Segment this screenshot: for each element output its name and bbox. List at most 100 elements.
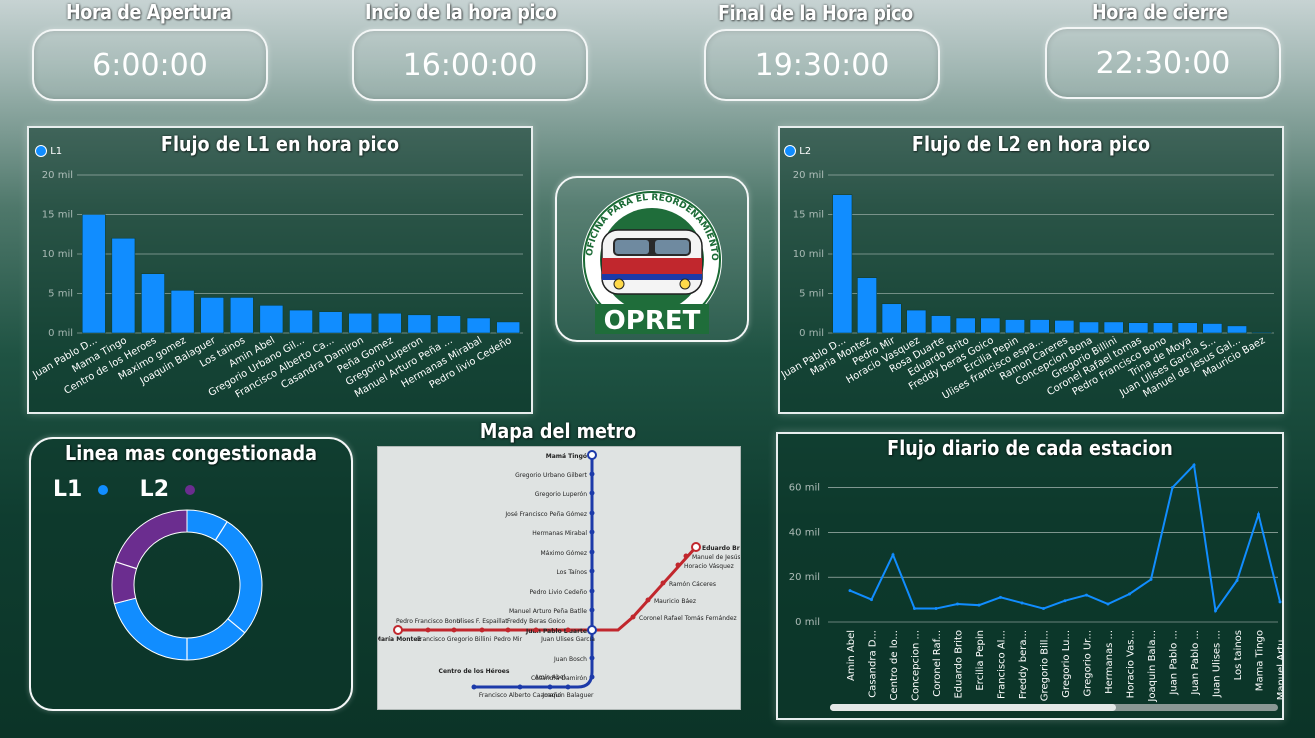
l1-station-label: Amín Abel [535, 674, 566, 681]
l1-station-label: Juan Pablo Duarte [525, 628, 587, 635]
horizontal-scrollbar[interactable] [830, 704, 1278, 711]
terminal-station [393, 625, 403, 635]
l2-bar [1177, 322, 1198, 334]
l2-legend[interactable]: L2 [784, 145, 811, 157]
scrollbar-thumb[interactable] [830, 704, 1116, 711]
l2-bar [1103, 321, 1124, 334]
l1-ytick-label: 10 mil [42, 249, 73, 260]
line-xtick-label: Mama Tingo [1255, 630, 1266, 691]
daily-flow-line-chart[interactable]: 0 mil 20 mil 40 mil 60 mil Amin Abel Casandra… [778, 434, 1282, 718]
l2-bar [857, 277, 877, 334]
l1-bar [348, 313, 372, 334]
l1-bar [466, 317, 491, 334]
l1-station [589, 655, 595, 661]
l2-bar [980, 317, 1001, 334]
l2-bar [906, 309, 927, 334]
l2-station-label: Pedro Mir [494, 636, 523, 643]
line-xtick-label: Los tainos [1233, 630, 1244, 680]
l2-station-label: Pedro Francisco Bono [396, 618, 460, 625]
l2-station-label: Horacio Vásquez [684, 563, 734, 570]
l2-bar [1202, 323, 1223, 334]
l1-station-label: Francisco Alberto Caamaño [479, 692, 561, 699]
l1-bar [200, 297, 224, 334]
line-xtick-label: Ercilia Pepin [975, 630, 986, 691]
l1-bar [437, 315, 461, 334]
l2-bar [832, 194, 853, 334]
legend-l2-dot [184, 485, 195, 495]
l1-ytick-label: 15 mil [42, 210, 73, 221]
line-xtick-label: Horacio Vas... [1126, 630, 1137, 698]
donut-separator [115, 561, 137, 570]
donut-slice-l1 [113, 509, 263, 661]
l1-bar [407, 314, 432, 334]
l2-chart-title: Flujo de L2 en hora pico [911, 132, 1151, 156]
l1-station [589, 607, 595, 613]
l2-chart-panel[interactable]: Flujo de L2 en hora pico L2 0 mil 5 mil 10… [778, 126, 1284, 414]
l1-station [589, 588, 595, 594]
kpi-value-cierre: 22:30:00 [1095, 45, 1231, 81]
l1-station [589, 529, 595, 535]
l2-bar [1079, 321, 1099, 334]
l1-station [547, 684, 553, 690]
opret-logo: OFICINA PARA EL REORDENAMIENTO DEL TRANS… [557, 178, 722, 336]
l1-bar [496, 321, 520, 334]
l2-ytick-label: 0 mil [799, 328, 824, 339]
l1-legend-dot [35, 145, 47, 157]
l1-station [471, 684, 477, 690]
l2-station [675, 562, 681, 568]
l2-station-label: Juan Ulises García [540, 636, 595, 643]
line1-track [474, 455, 594, 689]
l2-station-label: Ramón Cáceres [669, 581, 716, 588]
l1-legend-label: L1 [50, 146, 63, 157]
line-xtick-label: Coronel Raf... [932, 630, 943, 697]
l1-station-label: Hermanas Mirabal [532, 530, 587, 537]
line-xtick-label: Francisco Al... [997, 630, 1008, 699]
metro-map-svg: Mamá Tingó Gregorio Urbano Gilbert Gregori… [378, 450, 740, 699]
l2-bar [1153, 322, 1173, 334]
metro-map: Mamá Tingó Gregorio Urbano Gilbert Gregori… [377, 446, 741, 710]
l2-bar [955, 317, 976, 334]
l1-station [589, 510, 595, 516]
kpi-value-inicio-pico: 16:00:00 [402, 47, 538, 83]
l2-legend-dot [784, 145, 796, 157]
l2-bar [1005, 319, 1025, 334]
kpi-box-apertura: 6:00:00 [32, 29, 268, 101]
l1-chart-panel[interactable]: Flujo de L1 en hora pico L1 0 mil 5 mil 10… [27, 126, 533, 414]
l2-station [533, 627, 539, 633]
l1-legend[interactable]: L1 [35, 145, 62, 157]
l2-station [479, 627, 485, 633]
line-xtick-label: Concepcion ... [911, 630, 922, 701]
l1-bar [318, 311, 343, 334]
congestion-panel[interactable]: Linea mas congestionada L1 L2 [29, 437, 353, 711]
l1-station-label: José Francisco Peña Gómez [504, 511, 587, 518]
l2-station-label: Eduardo Brito [702, 545, 740, 552]
line-xtick-label: Juan Ulises ... [1212, 630, 1223, 698]
legend-l2-label: L2 [139, 477, 169, 502]
l1-station [589, 549, 595, 555]
l1-station-label: Juan Bosch [553, 656, 587, 663]
l2-bar [1029, 319, 1050, 334]
line-series [849, 462, 1281, 614]
l1-bar [378, 313, 402, 334]
l1-station [517, 684, 523, 690]
l2-station-label: Francisco Gregorio Billini [417, 636, 491, 643]
line-xtick-label: Gregorio Lu... [1061, 630, 1072, 698]
congestion-donut-chart[interactable] [31, 439, 351, 709]
kpi-label-inicio-pico: Incio de la hora pico [365, 0, 557, 24]
daily-flow-panel[interactable]: Flujo diario de cada estacion 0 mil 20 mi… [776, 432, 1284, 720]
l1-station-label: Los Taínos [556, 569, 587, 576]
l2-station [630, 614, 636, 620]
terminal-station [587, 450, 597, 460]
l1-bar [259, 305, 284, 334]
l2-station [425, 627, 431, 633]
transfer-station [587, 625, 597, 635]
l2-ytick-label: 10 mil [793, 249, 824, 260]
l1-station-label: Pedro Livio Cedeño [530, 589, 588, 596]
congestion-title: Linea mas congestionada [64, 441, 318, 465]
legend-l1-label: L1 [53, 477, 83, 502]
l2-station-label: Coronel Rafael Tomás Fernández [639, 615, 737, 622]
l2-station [660, 580, 666, 586]
congestion-legend[interactable]: L1 L2 [53, 477, 195, 502]
